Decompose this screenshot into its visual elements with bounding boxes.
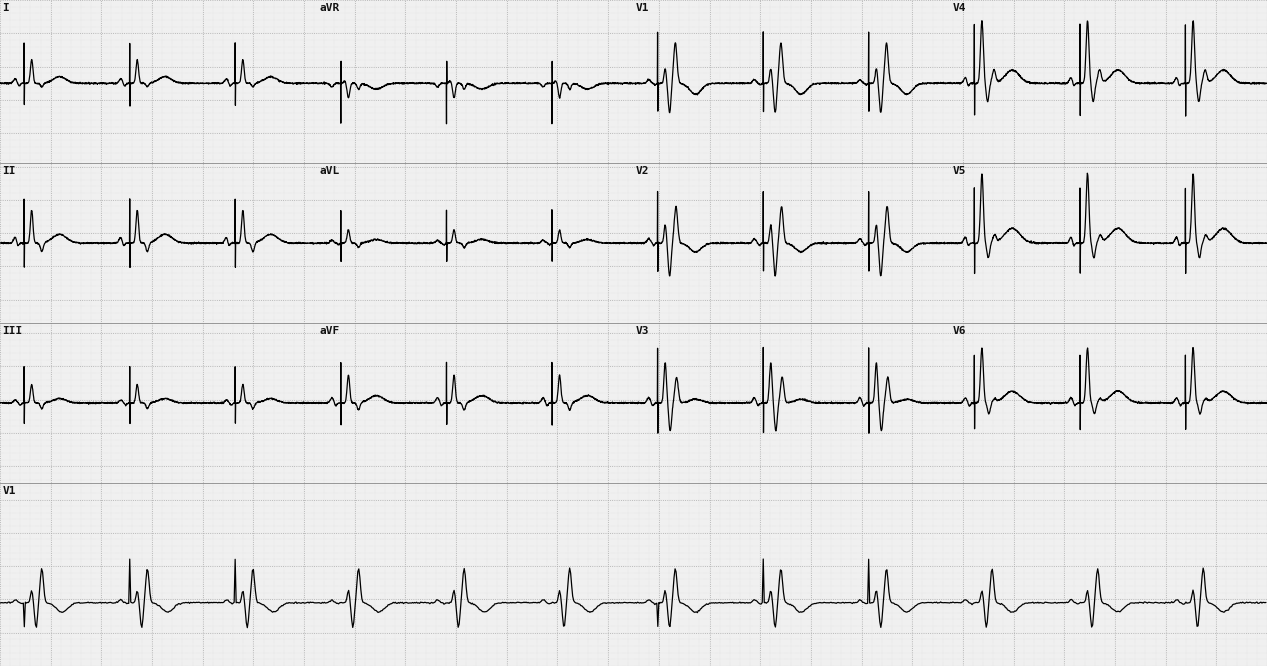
Text: aVL: aVL — [319, 166, 340, 176]
Text: aVR: aVR — [319, 3, 340, 13]
Text: V1: V1 — [636, 3, 650, 13]
Text: V3: V3 — [636, 326, 650, 336]
Text: V5: V5 — [953, 166, 967, 176]
Text: III: III — [3, 326, 23, 336]
Text: V1: V1 — [3, 486, 16, 496]
Text: aVF: aVF — [319, 326, 340, 336]
Text: II: II — [3, 166, 16, 176]
Text: I: I — [3, 3, 9, 13]
Text: V4: V4 — [953, 3, 967, 13]
Text: V6: V6 — [953, 326, 967, 336]
Text: V2: V2 — [636, 166, 650, 176]
